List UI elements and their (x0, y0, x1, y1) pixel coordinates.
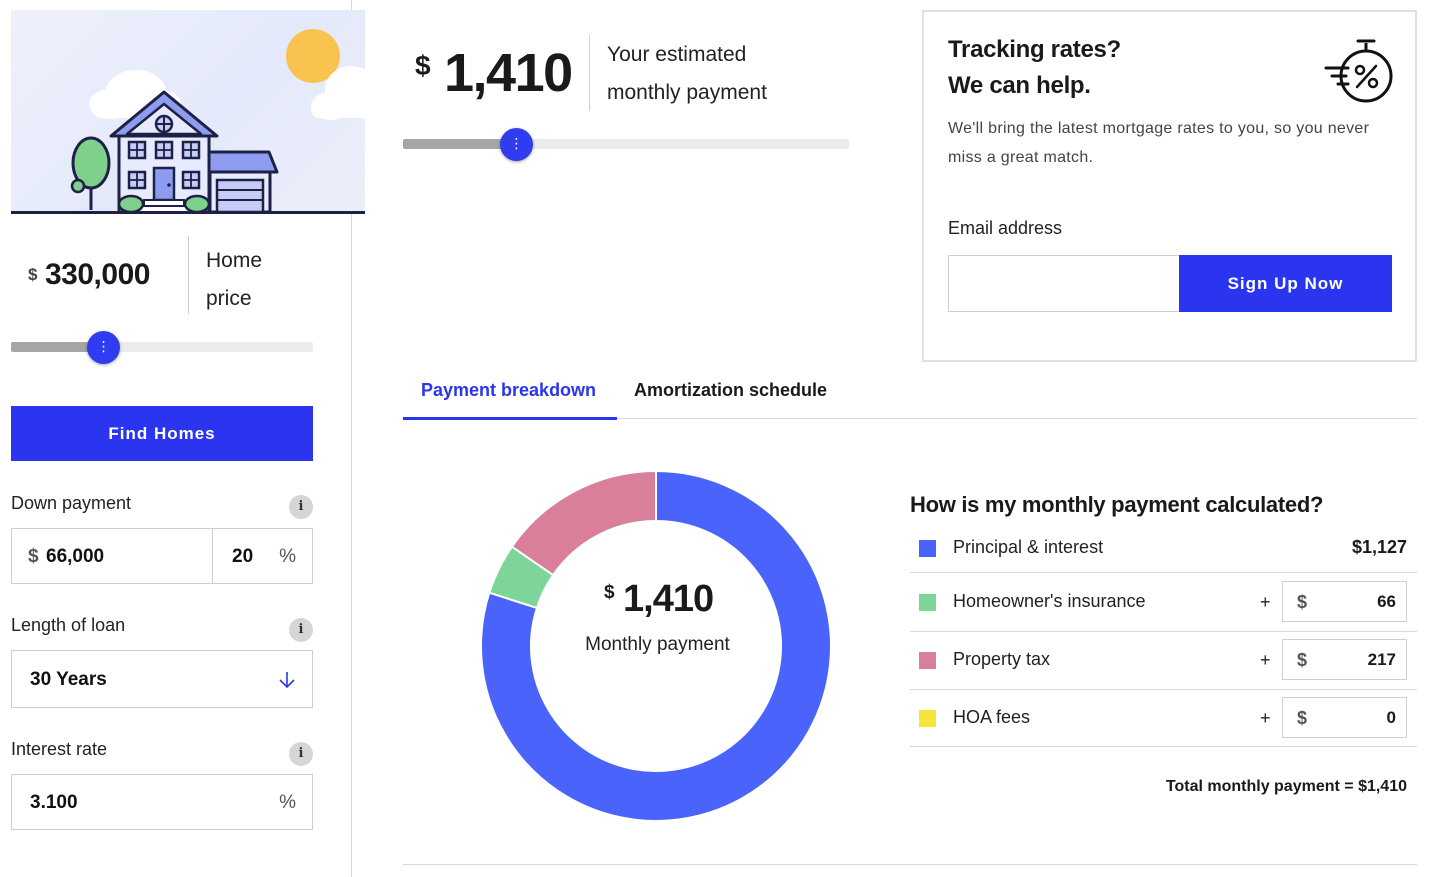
sign-up-button[interactable]: Sign Up Now (1179, 255, 1392, 312)
interest-rate-info-icon[interactable]: i (289, 742, 313, 766)
monthly-payment-slider-fill (403, 139, 515, 149)
email-address-input[interactable] (948, 255, 1180, 312)
donut-currency: $ (604, 582, 615, 603)
insurance-currency: $ (1297, 592, 1308, 612)
down-payment-currency: $ (28, 546, 39, 567)
estimate-value: 1,410 (444, 43, 573, 103)
payment-donut-chart (481, 471, 831, 821)
breakdown-divider (910, 689, 1417, 690)
interest-rate-percent-symbol: % (279, 792, 296, 813)
home-price-slider-thumb[interactable] (87, 331, 121, 364)
hoa-swatch (919, 710, 936, 727)
tracking-title-line2: We can help. (948, 72, 1091, 99)
tax-currency: $ (1297, 650, 1308, 670)
down-payment-amount-value: 66,000 (46, 546, 105, 567)
interest-rate-value: 3.100 (30, 792, 78, 813)
breakdown-row-hoa: HOA fees + $ 0 (910, 697, 1417, 739)
loan-length-info-icon[interactable]: i (289, 618, 313, 642)
donut-slice-tax (510, 471, 657, 577)
breakdown-divider (910, 572, 1417, 573)
breakdown-title: How is my monthly payment calculated? (910, 492, 1324, 517)
tracking-title: Tracking rates? We can help. (948, 32, 1121, 104)
estimate-label: Your estimated monthly payment (607, 36, 767, 112)
rate-tracking-card: Tracking rates? We can help. We'll bring… (922, 10, 1417, 362)
house-icon (70, 29, 365, 211)
estimate-label-line2: monthly payment (607, 81, 767, 104)
arrow-down-icon (279, 672, 295, 689)
section-divider (403, 864, 1417, 865)
home-price-display: $ 330,000 Home price (28, 236, 328, 314)
hoa-label: HOA fees (953, 707, 1031, 727)
hoa-amount-input[interactable]: $ 0 (1282, 697, 1407, 738)
down-payment-label: Down payment (11, 493, 132, 513)
home-price-currency: $ (28, 265, 38, 284)
tracking-description: We'll bring the latest mortgage rates to… (948, 120, 1370, 166)
down-payment-info-icon[interactable]: i (289, 495, 313, 519)
breakdown-row-tax: Property tax + $ 217 (910, 639, 1417, 681)
home-price-divider (188, 236, 189, 314)
total-monthly-payment: Total monthly payment = $1,410 (1165, 778, 1407, 795)
loan-length-label: Length of loan (11, 615, 126, 635)
hoa-currency: $ (1297, 708, 1308, 728)
estimate-label-line1: Your estimated (607, 43, 747, 66)
tax-amount-input[interactable]: $ 217 (1282, 639, 1407, 680)
insurance-amount: 66 (1377, 592, 1396, 611)
donut-label: Monthly payment (585, 634, 730, 655)
active-tab-indicator (403, 417, 617, 420)
breakdown-tabs: Payment breakdown Amortization schedule (403, 370, 1417, 420)
home-price-label-line2: price (206, 287, 252, 310)
hoa-plus: + (1260, 708, 1271, 728)
insurance-swatch (919, 594, 936, 611)
monthly-payment-slider-thumb[interactable] (500, 128, 533, 161)
monthly-payment-slider[interactable] (403, 128, 849, 161)
house-illustration (11, 10, 365, 214)
estimate-divider (589, 35, 590, 111)
principal-label: Principal & interest (953, 537, 1104, 557)
home-price-label-line1: Home (206, 249, 263, 272)
down-payment-percent-input[interactable]: 20 % (212, 528, 313, 584)
tax-amount: 217 (1367, 650, 1396, 669)
tax-plus: + (1260, 650, 1271, 670)
home-price-value: 330,000 (45, 258, 150, 291)
breakdown-row-insurance: Homeowner's insurance + $ 66 (910, 581, 1417, 623)
email-address-label: Email address (948, 218, 1063, 238)
down-payment-amount-input[interactable]: $ 66,000 (11, 528, 213, 584)
breakdown-divider (910, 631, 1417, 632)
principal-amount: $1,127 (1351, 537, 1407, 557)
interest-rate-label: Interest rate (11, 739, 108, 759)
breakdown-row-principal: Principal & interest $1,127 (910, 536, 1417, 560)
breakdown-divider (910, 746, 1417, 747)
down-payment-percent-value: 20 (232, 546, 254, 567)
find-homes-button[interactable]: Find Homes (11, 406, 313, 461)
tax-label: Property tax (953, 649, 1051, 669)
loan-length-value: 30 Years (30, 669, 107, 690)
tab-payment-breakdown[interactable]: Payment breakdown (421, 380, 597, 400)
down-payment-percent-symbol: % (279, 546, 296, 567)
insurance-label: Homeowner's insurance (953, 591, 1146, 611)
hoa-amount: 0 (1386, 708, 1396, 727)
tab-amortization-schedule[interactable]: Amortization schedule (634, 380, 828, 400)
tracking-title-line1: Tracking rates? (948, 36, 1121, 63)
donut-slice-principal (481, 471, 831, 821)
donut-total-value: 1,410 (623, 578, 714, 620)
home-price-slider-fill (11, 342, 102, 352)
home-price-label: Home price (206, 242, 262, 318)
principal-swatch (919, 540, 936, 557)
interest-rate-input[interactable]: 3.100 % (11, 774, 313, 830)
home-price-slider[interactable] (11, 331, 313, 364)
loan-length-select[interactable]: 30 Years (11, 650, 313, 708)
insurance-plus: + (1260, 592, 1271, 612)
tax-swatch (919, 652, 936, 669)
estimate-currency: $ (415, 50, 431, 81)
insurance-amount-input[interactable]: $ 66 (1282, 581, 1407, 622)
stopwatch-percent-icon (1324, 39, 1393, 103)
calculator-sidebar: $ 330,000 Home price Find Homes Down pay… (0, 0, 365, 877)
